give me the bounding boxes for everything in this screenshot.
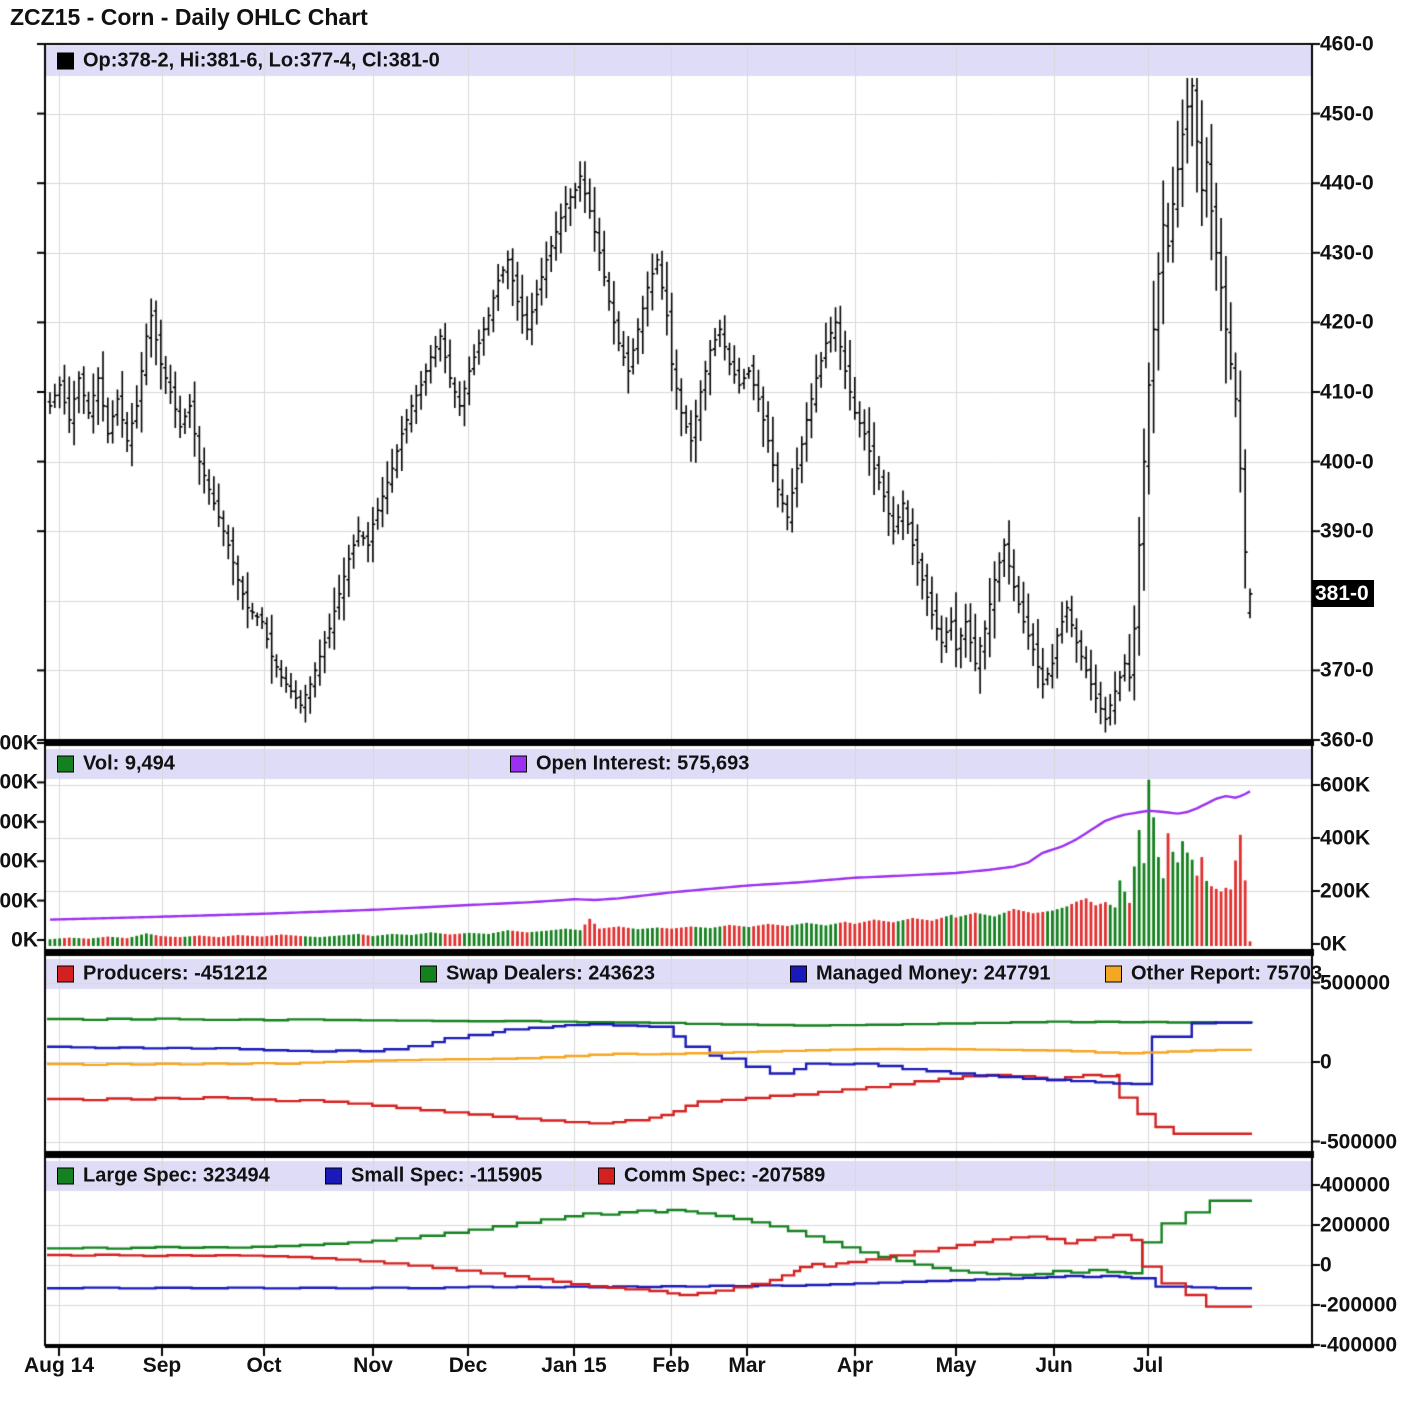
cot_disaggregated-swatch-icon bbox=[790, 965, 807, 983]
cot-legacy-legend: Large Spec: 323494 Small Spec: -115905 Com… bbox=[47, 1161, 1310, 1191]
volume_oi-swatch-icon bbox=[510, 755, 527, 773]
price-axis-tick-label: 450-0 bbox=[1320, 102, 1374, 126]
price-axis-tick-label: 410-0 bbox=[1320, 380, 1374, 404]
volume-axis-tick-label: 200K bbox=[1320, 879, 1371, 903]
price-axis-tick-label: 370-0 bbox=[1320, 658, 1374, 682]
cot-disaggregated-axis-tick-label: 0 bbox=[1320, 1050, 1332, 1074]
cot_legacy-legend-item: Large Spec: 323494 bbox=[57, 1165, 270, 1188]
x-axis-tick-label: Nov bbox=[353, 1354, 393, 1377]
cot_disaggregated-legend-label: Producers: -451212 bbox=[83, 962, 268, 985]
cot_disaggregated-swatch-icon bbox=[57, 965, 74, 983]
price-axis-tick-label: 420-0 bbox=[1320, 310, 1374, 334]
volume_oi-legend-item: Open Interest: 575,693 bbox=[510, 753, 749, 776]
cot_legacy-legend-item: Comm Spec: -207589 bbox=[598, 1165, 825, 1188]
cot-legacy-axis-tick-label: 400000 bbox=[1320, 1173, 1391, 1197]
cot_legacy-swatch-icon bbox=[57, 1167, 74, 1185]
cot_disaggregated-swatch-icon bbox=[420, 965, 437, 983]
cot_legacy-legend-item: Small Spec: -115905 bbox=[325, 1165, 542, 1188]
cot_legacy-swatch-icon bbox=[598, 1167, 615, 1185]
x-axis-tick-label: Aug 14 bbox=[23, 1354, 95, 1377]
price-axis-tick-label: 400-0 bbox=[1320, 450, 1374, 474]
price-axis-tick-label: 390-0 bbox=[1320, 519, 1374, 543]
x-axis-tick-label: Oct bbox=[246, 1354, 282, 1377]
volume_oi-swatch-icon bbox=[57, 755, 74, 773]
last-price-badge: 381-0 bbox=[1312, 580, 1374, 607]
volume-legend: Vol: 9,494 Open Interest: 575,693 bbox=[47, 749, 1310, 779]
x-axis-tick-label: Jul bbox=[1132, 1354, 1164, 1377]
cot-disaggregated-axis-tick-label: -500000 bbox=[1320, 1130, 1398, 1153]
cot_legacy-legend-label: Large Spec: 323494 bbox=[83, 1164, 270, 1187]
cot-legacy-axis-tick-label: -400000 bbox=[1320, 1333, 1398, 1357]
price-axis-tick-label: 440-0 bbox=[1320, 171, 1374, 195]
x-axis-tick-label: Jun bbox=[1035, 1354, 1073, 1377]
price-legend-item: Op:378-2, Hi:381-6, Lo:377-4, Cl:381-0 bbox=[57, 50, 440, 73]
cot-legacy-axis-tick-label: 200000 bbox=[1320, 1213, 1391, 1237]
volume-left-axis-tick-label: 200K bbox=[0, 849, 38, 873]
x-axis-tick-label: Mar bbox=[728, 1354, 766, 1377]
x-axis-tick-label: Apr bbox=[836, 1354, 874, 1377]
price-axis-tick-label: 430-0 bbox=[1320, 241, 1374, 265]
volume-axis-tick-label: 0K bbox=[1320, 932, 1347, 956]
price-legend-label: Op:378-2, Hi:381-6, Lo:377-4, Cl:381-0 bbox=[83, 49, 440, 72]
volume_oi-legend-item: Vol: 9,494 bbox=[57, 753, 175, 776]
price-legend: Op:378-2, Hi:381-6, Lo:377-4, Cl:381-0 bbox=[47, 46, 1310, 76]
cot-legacy-axis-tick-label: -200000 bbox=[1320, 1293, 1398, 1317]
cot_disaggregated-legend-item: Swap Dealers: 243623 bbox=[420, 963, 655, 986]
x-axis-tick-label: Sep bbox=[142, 1354, 182, 1377]
cot_disaggregated-legend-item: Managed Money: 247791 bbox=[790, 963, 1051, 986]
price-swatch-icon bbox=[57, 52, 74, 70]
cot-legacy-axis-tick-label: 0 bbox=[1320, 1253, 1332, 1277]
x-axis-tick-label: May bbox=[935, 1354, 977, 1377]
cot_disaggregated-swatch-icon bbox=[1105, 965, 1122, 983]
cot-disaggregated-axis-tick-label: 500000 bbox=[1320, 971, 1391, 994]
price-axis-tick-label: 460-0 bbox=[1320, 32, 1374, 56]
x-axis-tick-label: Dec bbox=[448, 1354, 488, 1377]
volume_oi-legend-label: Open Interest: 575,693 bbox=[536, 752, 750, 775]
page-title: ZCZ15 - Corn - Daily OHLC Chart bbox=[10, 4, 368, 30]
cot_disaggregated-legend-label: Other Report: 75703 bbox=[1131, 962, 1323, 985]
cot_legacy-swatch-icon bbox=[325, 1167, 342, 1185]
cot_disaggregated-legend-item: Producers: -451212 bbox=[57, 963, 268, 986]
cot_disaggregated-legend-label: Swap Dealers: 243623 bbox=[446, 962, 656, 985]
price-axis-tick-label: 360-0 bbox=[1320, 728, 1374, 752]
cot_legacy-legend-label: Comm Spec: -207589 bbox=[624, 1164, 826, 1187]
cot_disaggregated-legend-label: Managed Money: 247791 bbox=[816, 962, 1051, 985]
volume-left-axis-tick-label: 0K bbox=[11, 928, 38, 952]
volume-axis-tick-label: 400K bbox=[1320, 826, 1371, 850]
volume-axis-tick-label: 600K bbox=[1320, 773, 1371, 797]
volume_oi-legend-label: Vol: 9,494 bbox=[83, 752, 175, 775]
cot-disaggregated-legend: Producers: -451212 Swap Dealers: 243623 Ma… bbox=[47, 959, 1322, 989]
volume-left-axis-tick-label: 100K bbox=[0, 889, 38, 913]
volume-left-axis-tick-label: 400K bbox=[0, 770, 38, 794]
volume-left-axis-tick-label: 500K bbox=[0, 731, 38, 755]
x-axis-tick-label: Jan 15 bbox=[541, 1354, 607, 1377]
cot_disaggregated-legend-item: Other Report: 75703 bbox=[1105, 963, 1322, 986]
cot_legacy-legend-label: Small Spec: -115905 bbox=[351, 1164, 543, 1187]
x-axis-tick-label: Feb bbox=[652, 1354, 690, 1377]
volume-left-axis-tick-label: 300K bbox=[0, 810, 38, 834]
